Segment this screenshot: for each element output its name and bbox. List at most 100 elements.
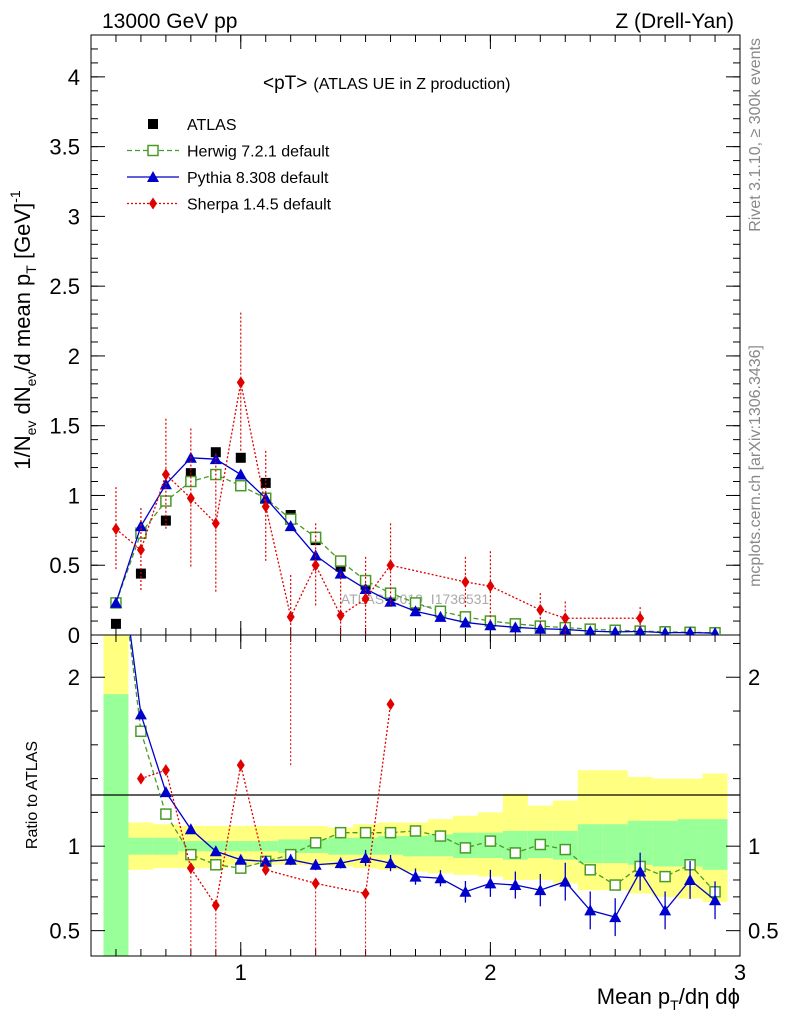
- pythia-point: [484, 619, 497, 631]
- herwig-point: [359, 826, 372, 839]
- green-band-bin: [178, 841, 204, 852]
- pythia-point: [609, 911, 622, 923]
- ratio-series: [128, 635, 722, 956]
- header-right: Z (Drell-Yan): [615, 10, 734, 33]
- green-band-bin: [103, 694, 129, 956]
- pythia-point: [434, 610, 447, 622]
- sherpa-point: [386, 559, 395, 572]
- pythia-point: [309, 549, 322, 561]
- herwig-point: [235, 479, 247, 492]
- green-band-bin: [602, 824, 628, 864]
- mcplots-label: mcplots.cern.ch [arXiv:1306.3436]: [747, 345, 764, 587]
- herwig-point: [459, 842, 472, 854]
- plot-subtitle: (ATLAS UE in Z production): [313, 76, 510, 93]
- pythia-point: [610, 625, 621, 635]
- pythia-point: [359, 852, 372, 864]
- sherpa-line: [115, 382, 641, 619]
- green-band-bin: [153, 837, 179, 855]
- herwig-point: [509, 847, 522, 859]
- x-axis-label: Mean pT/dη dϕ: [597, 984, 740, 1013]
- herwig-point: [309, 837, 322, 849]
- atlas-point: [210, 447, 221, 458]
- herwig-point: [210, 859, 222, 871]
- pythia-point: [659, 904, 672, 916]
- y-tick-label: 0.5: [49, 553, 80, 578]
- pythia-point: [384, 857, 397, 869]
- pythia-point: [109, 596, 122, 608]
- sherpa-point: [261, 863, 270, 876]
- sherpa-point: [186, 862, 195, 875]
- green-band-bin: [228, 841, 254, 852]
- sherpa-point: [311, 559, 320, 572]
- pythia-point: [234, 468, 247, 480]
- atlas-point: [235, 452, 246, 463]
- pythia-point: [284, 520, 297, 532]
- pythia-point: [534, 884, 547, 896]
- herwig-point: [185, 848, 197, 861]
- herwig-point: [147, 144, 159, 157]
- green-band-bin: [378, 836, 404, 855]
- pythia-point: [484, 877, 497, 889]
- plot-title-main: <pT>: [263, 73, 307, 94]
- herwig-point: [534, 838, 547, 851]
- herwig-point: [609, 879, 621, 891]
- x-tick-label: 2: [484, 960, 496, 985]
- herwig-point: [334, 555, 347, 567]
- pythia-point: [334, 567, 347, 579]
- pythia-point: [584, 625, 596, 635]
- herwig-point: [334, 826, 347, 839]
- plot-title: <pT> (ATLAS UE in Z production): [263, 73, 510, 94]
- pythia-point: [334, 857, 347, 869]
- pythia-point: [660, 626, 670, 635]
- y-tick-label: 2: [68, 344, 80, 369]
- pythia-point: [584, 904, 597, 916]
- sherpa-point: [211, 517, 220, 530]
- pythia-point: [559, 875, 572, 887]
- x-tick-label: 1: [235, 960, 247, 985]
- sherpa-point: [386, 698, 395, 711]
- green-band-bin: [427, 834, 453, 857]
- pythia-point: [209, 845, 222, 857]
- pythia-point: [534, 622, 547, 634]
- rivet-label: Rivet 3.1.10, ≥ 300k events: [747, 38, 764, 232]
- herwig-point: [559, 843, 572, 856]
- pythia-point: [509, 621, 522, 633]
- herwig-point: [584, 864, 596, 876]
- y-tick-label: 1: [68, 483, 80, 508]
- herwig-point: [409, 825, 422, 837]
- ratio-tick-label-right: 2: [748, 665, 760, 690]
- y-tick-label: 0: [68, 623, 80, 648]
- sherpa-point: [636, 612, 645, 625]
- sherpa-ratio-line: [140, 704, 392, 908]
- legend: ATLAS Herwig 7.2.1 default Pythia 8.308 de…: [127, 117, 332, 214]
- pythia-point: [509, 879, 522, 891]
- sherpa-legend-label: Sherpa 1.4.5 default: [187, 197, 332, 214]
- pythia-point: [434, 872, 447, 884]
- herwig-point: [384, 826, 397, 839]
- sherpa-point: [311, 877, 320, 890]
- pythia-point: [359, 582, 372, 594]
- pythia-point: [409, 605, 422, 617]
- green-band-bin: [652, 820, 678, 867]
- y-tick-label: 2.5: [49, 274, 80, 299]
- green-band-bin: [253, 841, 279, 852]
- sherpa-point: [461, 575, 470, 588]
- ratio-axis-label: Ratio to ATLAS: [24, 741, 41, 849]
- pythia-point: [409, 870, 422, 882]
- pythia-point: [147, 171, 159, 182]
- green-band-bin: [128, 837, 154, 855]
- sherpa-point: [111, 522, 120, 535]
- pythia-point: [309, 858, 322, 870]
- ratio-tick-label: 1: [68, 834, 80, 859]
- sherpa-point: [361, 887, 370, 900]
- sherpa-point: [161, 468, 170, 481]
- ratio-tick-label: 2: [68, 665, 80, 690]
- green-band-bin: [677, 819, 703, 867]
- herwig-legend-label: Herwig 7.2.1 default: [187, 144, 330, 161]
- sherpa-point: [336, 609, 345, 622]
- herwig-point: [434, 830, 447, 842]
- pythia-point: [184, 823, 197, 835]
- pythia-point: [634, 865, 647, 877]
- pythia-point: [284, 853, 297, 865]
- green-band-bin: [702, 819, 728, 870]
